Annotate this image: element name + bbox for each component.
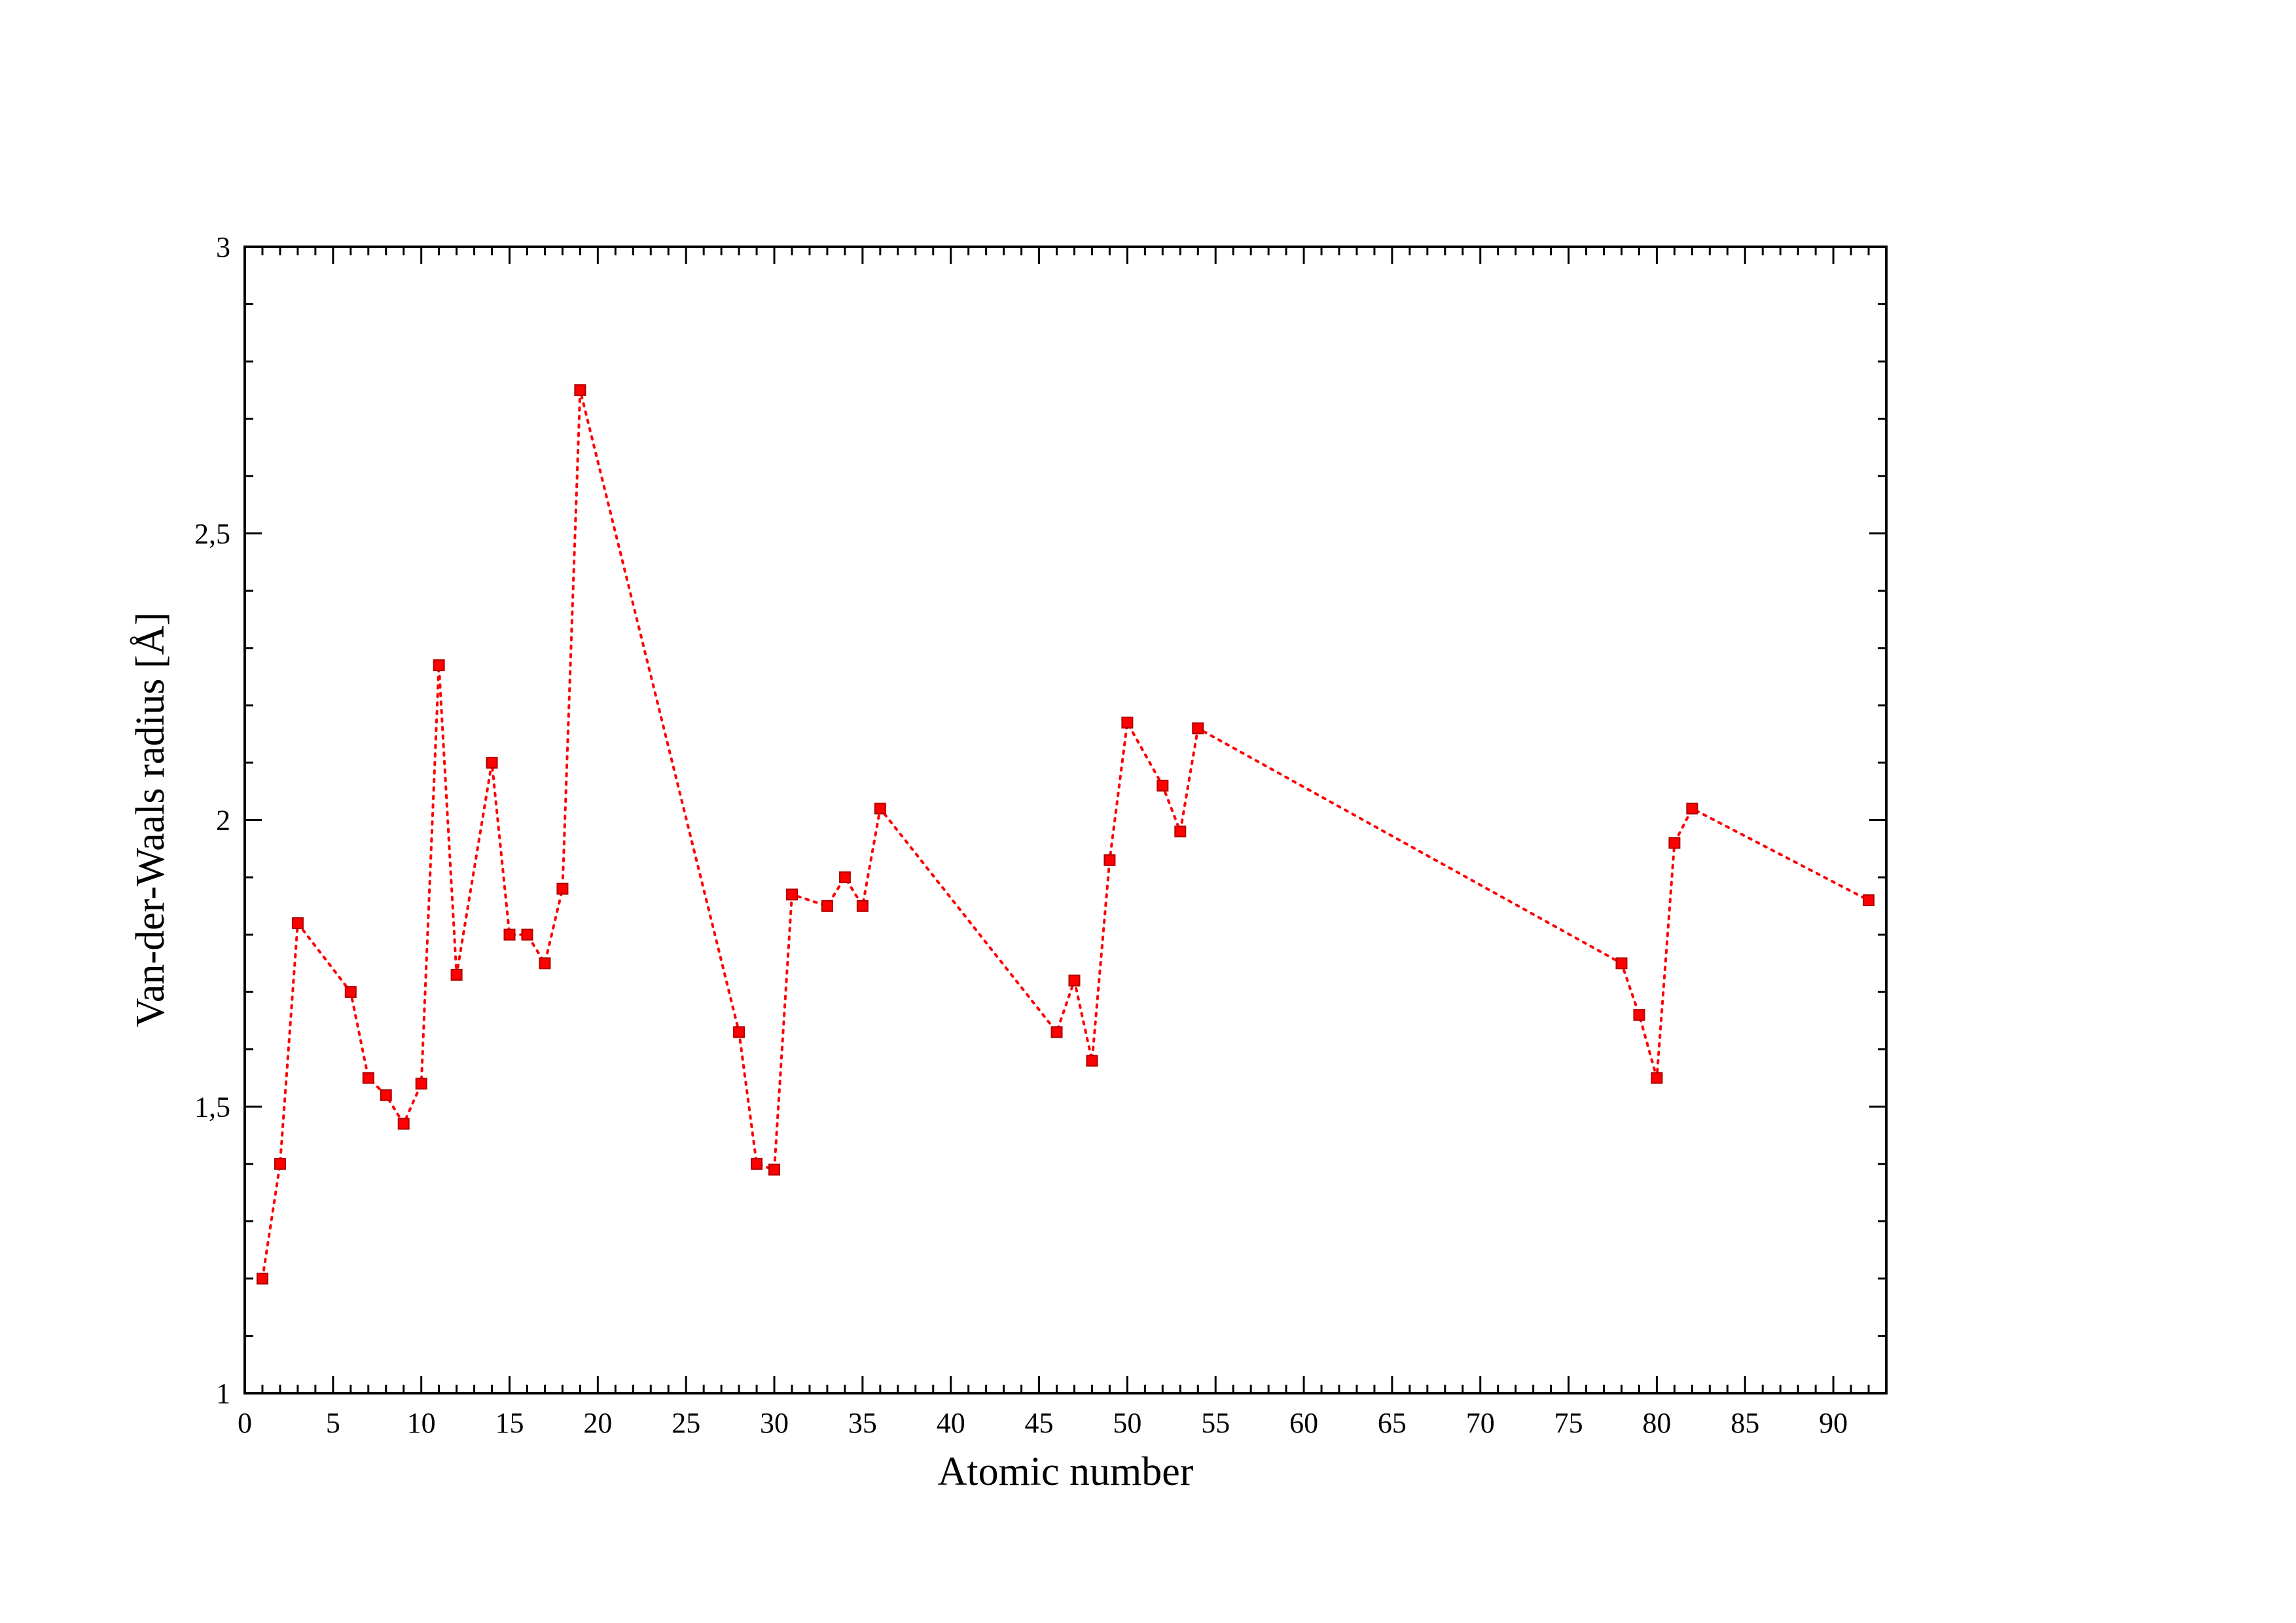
data-point [1863,894,1875,907]
x-tick-label: 50 [1113,1407,1141,1439]
x-tick-label: 15 [495,1407,524,1439]
y-axis-title: Van-der-Waals radius [Å] [128,612,173,1027]
y-tick-label: 1,5 [194,1091,230,1123]
x-tick-labels: 0 5 10 15 20 25 30 35 40 45 50 55 60 65 70 75 80 85 90 [238,1407,1848,1439]
data-point [1651,1072,1663,1084]
data-point [433,659,445,672]
data-point [521,928,533,941]
plot-frame [243,246,1888,1395]
data-point [874,802,886,814]
data-point [1050,1026,1063,1038]
data-point [1615,957,1628,970]
data-points [256,384,1875,1285]
x-tick-label: 80 [1642,1407,1671,1439]
data-point [1686,802,1698,814]
axis-ticks [243,246,1888,1395]
x-tick-label: 35 [848,1407,877,1439]
x-tick-label: 85 [1731,1407,1759,1439]
data-point [574,384,586,396]
data-point [415,1078,427,1090]
data-point [1086,1055,1098,1067]
x-axis-title: Atomic number [938,1450,1194,1494]
data-point [362,1072,374,1084]
y-tick-labels: 1 1,5 2 2,5 3 [194,231,230,1410]
data-point [768,1163,781,1176]
x-tick-label: 60 [1289,1407,1318,1439]
data-point [856,900,869,912]
data-point [1174,826,1187,838]
x-tick-label: 30 [760,1407,789,1439]
x-tick-label: 10 [407,1407,436,1439]
x-tick-label: 25 [672,1407,700,1439]
y-tick-label: 2 [216,805,230,837]
x-tick-label: 65 [1378,1407,1407,1439]
data-point [556,883,569,895]
x-tick-label: 5 [326,1407,340,1439]
y-tick-label: 1 [216,1377,230,1410]
x-tick-label: 45 [1025,1407,1054,1439]
data-point [1633,1009,1645,1021]
data-point [380,1089,392,1101]
x-tick-label: 70 [1466,1407,1495,1439]
data-point [1103,854,1116,866]
data-point [838,871,851,884]
x-tick-label: 20 [583,1407,612,1439]
x-tick-label: 40 [937,1407,965,1439]
data-point [344,986,357,998]
x-tick-label: 0 [238,1407,252,1439]
data-point [291,917,304,930]
data-point [1068,974,1081,987]
data-point [503,928,516,941]
data-point [786,888,798,901]
data-point [1668,837,1681,849]
series-line [261,390,1870,1280]
data-point [1157,779,1169,792]
x-tick-label: 55 [1201,1407,1230,1439]
y-tick-label: 3 [216,231,230,263]
data-point [1121,716,1134,729]
data-point [397,1118,410,1130]
x-tick-label: 75 [1554,1407,1583,1439]
data-point [751,1158,763,1170]
y-tick-label: 2,5 [194,518,230,550]
data-point [821,900,833,912]
data-point [450,968,463,981]
data-point [486,756,498,769]
data-point [539,957,551,970]
data-point [256,1272,268,1285]
data-point [274,1158,286,1170]
x-tick-label: 90 [1819,1407,1848,1439]
data-point [1192,722,1204,735]
data-point [733,1026,745,1038]
